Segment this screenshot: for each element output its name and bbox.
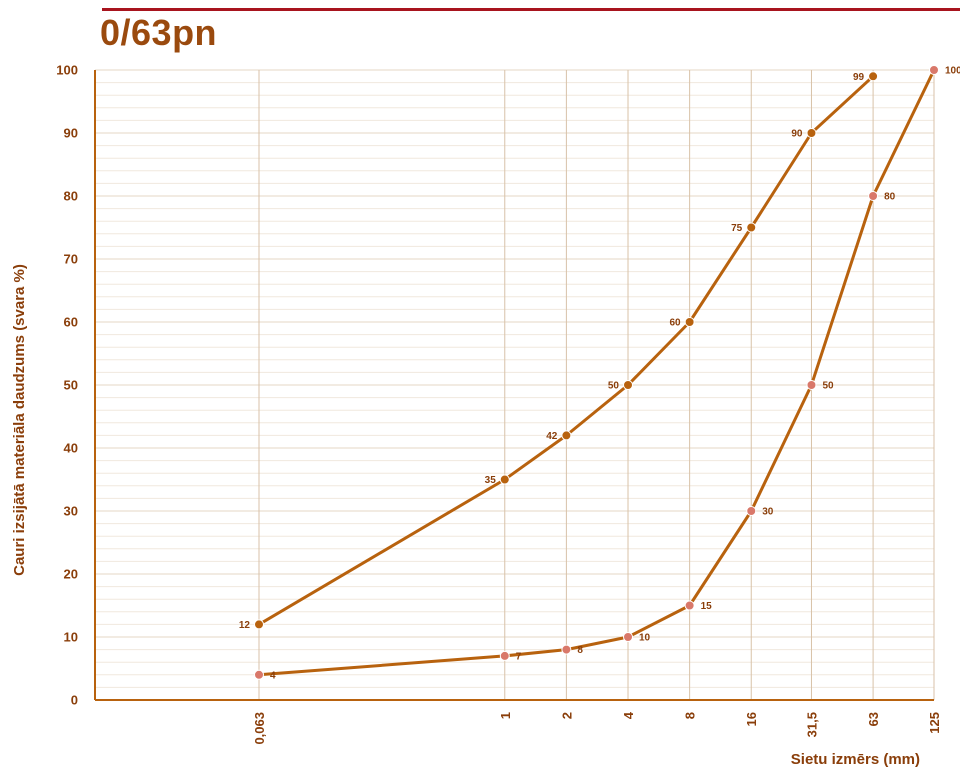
lower-point: [806, 380, 817, 390]
upper-data-label: 75: [731, 223, 743, 234]
upper-data-label: 12: [239, 620, 251, 631]
lower-data-label: 10: [639, 633, 651, 644]
page-title: 0/63pn: [100, 12, 218, 53]
lower-data-label: 15: [701, 601, 713, 612]
y-tick-labels: 0 10 20 30 40 50 60 70 80 90 100: [56, 63, 78, 708]
lower-data-label: 100: [945, 66, 960, 77]
upper-data-label: 50: [608, 381, 620, 392]
upper-point: [684, 317, 695, 327]
x-tick-label: 1: [498, 712, 513, 719]
lower-point: [561, 644, 572, 655]
x-tick-label: 4: [621, 711, 636, 719]
lower-data-label: 8: [577, 645, 583, 656]
y-tick-label: 30: [64, 504, 78, 519]
upper-point: [561, 430, 572, 441]
lower-data-label: 30: [762, 507, 774, 518]
x-axis-title: Sietu izmērs (mm): [791, 751, 920, 768]
y-tick-label: 100: [56, 63, 78, 78]
upper-series-line: [258, 75, 875, 626]
upper-point: [806, 128, 817, 138]
x-tick-label: 2: [559, 712, 574, 719]
y-tick-label: 40: [64, 441, 78, 456]
lower-point: [684, 600, 695, 611]
lower-point: [746, 506, 757, 516]
lower-data-label: 4: [270, 670, 276, 681]
lower-data-label: 50: [822, 381, 834, 392]
y-tick-label: 80: [64, 189, 78, 204]
y-tick-label: 50: [64, 378, 78, 393]
lower-data-label: 80: [884, 192, 896, 203]
upper-data-label: 90: [791, 129, 803, 140]
lower-data-label: 7: [516, 651, 522, 662]
title-rule: [102, 8, 960, 11]
upper-point: [746, 222, 757, 233]
lower-point: [868, 191, 879, 201]
upper-point: [868, 71, 879, 82]
data-labels: 12 35 42 50 60 75 90 99 4 7 8 10 15 30 50 80 100: [239, 66, 960, 682]
x-tick-label: 8: [683, 712, 698, 719]
upper-data-label: 35: [485, 475, 497, 486]
y-tick-label: 10: [64, 630, 78, 645]
x-tick-labels: 0,063 1 2 4 8 16 31,5 63 125: [252, 711, 942, 744]
axes: [94, 70, 934, 701]
x-tick-label: 63: [866, 712, 881, 726]
x-tick-label: 0,063: [252, 712, 267, 745]
upper-data-label: 42: [546, 431, 558, 442]
grid: [95, 69, 935, 701]
x-tick-label: 125: [927, 712, 942, 734]
y-tick-label: 90: [64, 126, 78, 141]
series-markers: [254, 65, 939, 680]
upper-point: [623, 380, 634, 390]
upper-point: [499, 474, 510, 485]
x-tick-label: 16: [744, 712, 759, 726]
upper-data-label: 99: [853, 72, 865, 83]
y-axis-title: Cauri izsijātā materiāla daudzums (svara…: [11, 264, 28, 576]
lower-point: [499, 650, 510, 661]
upper-point: [254, 619, 264, 630]
lower-point: [929, 65, 939, 75]
lower-point: [623, 632, 634, 642]
y-tick-label: 70: [64, 252, 78, 267]
lower-point: [254, 669, 264, 680]
y-tick-label: 60: [64, 315, 78, 330]
x-tick-label: 31,5: [804, 712, 819, 737]
upper-data-label: 60: [670, 318, 682, 329]
y-tick-label: 20: [64, 567, 78, 582]
y-tick-label: 0: [71, 693, 78, 708]
